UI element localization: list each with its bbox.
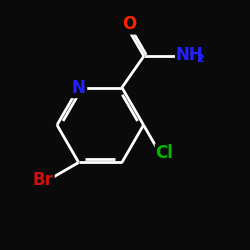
Text: N: N <box>72 78 86 96</box>
Text: Br: Br <box>33 171 54 189</box>
Text: O: O <box>122 15 136 33</box>
Text: NH: NH <box>176 46 204 64</box>
Text: 2: 2 <box>196 54 204 64</box>
Text: Cl: Cl <box>156 144 174 162</box>
